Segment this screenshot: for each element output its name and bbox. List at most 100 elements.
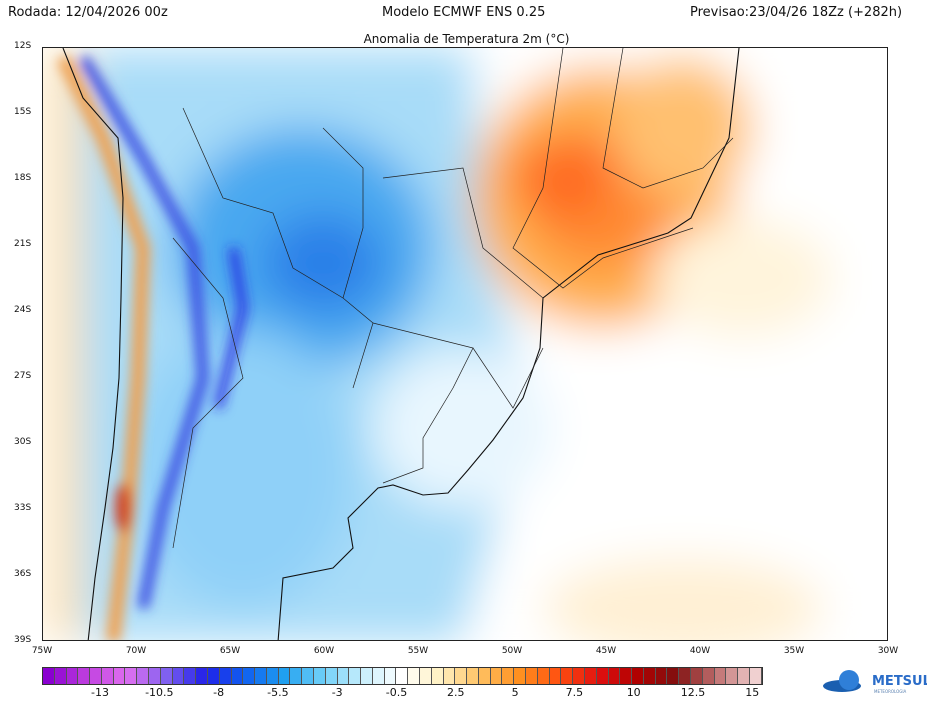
colorbar-bin	[490, 668, 503, 684]
colorbar-bin	[549, 668, 562, 684]
colorbar-bin	[573, 668, 585, 684]
colorbar-bin	[502, 668, 515, 684]
lat-tick: 15S	[14, 107, 32, 117]
lat-tick: 30S	[14, 437, 32, 447]
colorbar-bin	[43, 668, 55, 684]
colorbar-bin	[620, 668, 633, 684]
colorbar-bin	[467, 668, 479, 684]
lon-tick: 65W	[219, 646, 241, 656]
colorbar-bin	[420, 668, 432, 684]
colorbar-bin	[431, 668, 444, 684]
colorbar-bin	[290, 668, 303, 684]
colorbar-bin	[537, 668, 550, 684]
lon-tick: 40W	[689, 646, 711, 656]
model-label: Modelo ECMWF ENS 0.25	[382, 5, 546, 20]
colorbar-bin	[526, 668, 538, 684]
colorbar-bin	[349, 668, 362, 684]
colorbar-bin	[149, 668, 161, 684]
colorbar-bin	[372, 668, 385, 684]
lat-tick: 18S	[14, 173, 32, 183]
colorbar-bin	[679, 668, 691, 684]
lat-tick: 24S	[14, 305, 32, 315]
colorbar-bin	[196, 668, 208, 684]
colorbar-bin	[302, 668, 314, 684]
colorbar-label: 12.5	[680, 686, 706, 699]
colorbar-bin	[184, 668, 197, 684]
colorbar-bin	[337, 668, 350, 684]
lat-tick: 39S	[14, 635, 32, 645]
map-title: Anomalia de Temperatura 2m (°C)	[363, 32, 570, 46]
colorbar	[42, 667, 763, 685]
logo-subtext: METEOROLOGIA	[874, 689, 907, 694]
colorbar-bin	[137, 668, 150, 684]
colorbar-label: -8	[213, 686, 225, 699]
colorbar-bin	[749, 668, 762, 684]
lon-tick: 55W	[407, 646, 429, 656]
colorbar-label: -0.5	[385, 686, 408, 699]
metsul-logo: METSUL METEOROLOGIA	[822, 668, 931, 696]
colorbar-bin	[726, 668, 739, 684]
coastline	[62, 48, 740, 640]
colorbar-bin	[255, 668, 267, 684]
colorbar-label: -5.5	[267, 686, 289, 699]
lat-tick: 36S	[14, 569, 32, 579]
lat-tick: 33S	[14, 503, 32, 513]
lon-tick: 45W	[595, 646, 617, 656]
colorbar-bin	[596, 668, 609, 684]
colorbar-bin	[90, 668, 102, 684]
colorbar-bin	[714, 668, 727, 684]
colorbar-bin	[361, 668, 373, 684]
colorbar-bin	[690, 668, 703, 684]
colorbar-bin	[125, 668, 138, 684]
colorbar-bin	[325, 668, 338, 684]
colorbar-bin	[396, 668, 409, 684]
colorbar-label: 10	[626, 686, 641, 699]
andes-anomalies	[56, 54, 248, 640]
lon-tick: 30W	[877, 646, 899, 656]
colorbar-bin	[278, 668, 291, 684]
colorbar-label: 15	[745, 686, 760, 699]
colorbar-bin	[643, 668, 656, 684]
colorbar-bin	[313, 668, 326, 684]
colorbar-bin	[443, 668, 456, 684]
colorbar-bin	[584, 668, 597, 684]
colorbar-bin	[101, 668, 114, 684]
colorbar-bin	[738, 668, 750, 684]
lon-tick: 50W	[501, 646, 523, 656]
colorbar-label: -13	[91, 686, 109, 699]
lon-tick: 35W	[783, 646, 805, 656]
colorbar-bin	[608, 668, 621, 684]
colorbar-bin	[384, 668, 397, 684]
lat-tick: 27S	[14, 371, 32, 381]
anomaly-field	[43, 48, 887, 640]
colorbar-bin	[632, 668, 644, 684]
lon-tick: 70W	[125, 646, 147, 656]
colorbar-bin	[655, 668, 668, 684]
colorbar-bin	[219, 668, 232, 684]
colorbar-label: 5	[511, 686, 519, 699]
lon-tick: 60W	[313, 646, 335, 656]
colorbar-bin	[702, 668, 715, 684]
colorbar-bin	[667, 668, 680, 684]
lon-tick: 75W	[31, 646, 53, 656]
lat-tick: 21S	[14, 239, 32, 249]
colorbar-bin	[54, 668, 67, 684]
colorbar-bin	[160, 668, 173, 684]
colorbar-bin	[78, 668, 91, 684]
colorbar-bin	[455, 668, 468, 684]
colorbar-bin	[561, 668, 574, 684]
anomaly-map	[42, 47, 888, 641]
colorbar-bin	[243, 668, 256, 684]
colorbar-bin	[207, 668, 220, 684]
colorbar-bin	[408, 668, 420, 684]
colorbar-bin	[66, 668, 79, 684]
run-label: Rodada: 12/04/2026 00z	[8, 5, 168, 20]
colorbar-bin	[478, 668, 491, 684]
colorbar-label: -3	[331, 686, 343, 699]
forecast-label: Previsao:23/04/26 18Zz (+282h)	[690, 5, 903, 20]
colorbar-bin	[266, 668, 279, 684]
lat-tick: 12S	[14, 41, 32, 51]
colorbar-label: -10.5	[145, 686, 174, 699]
borders	[172, 48, 734, 549]
colorbar-bin	[113, 668, 126, 684]
